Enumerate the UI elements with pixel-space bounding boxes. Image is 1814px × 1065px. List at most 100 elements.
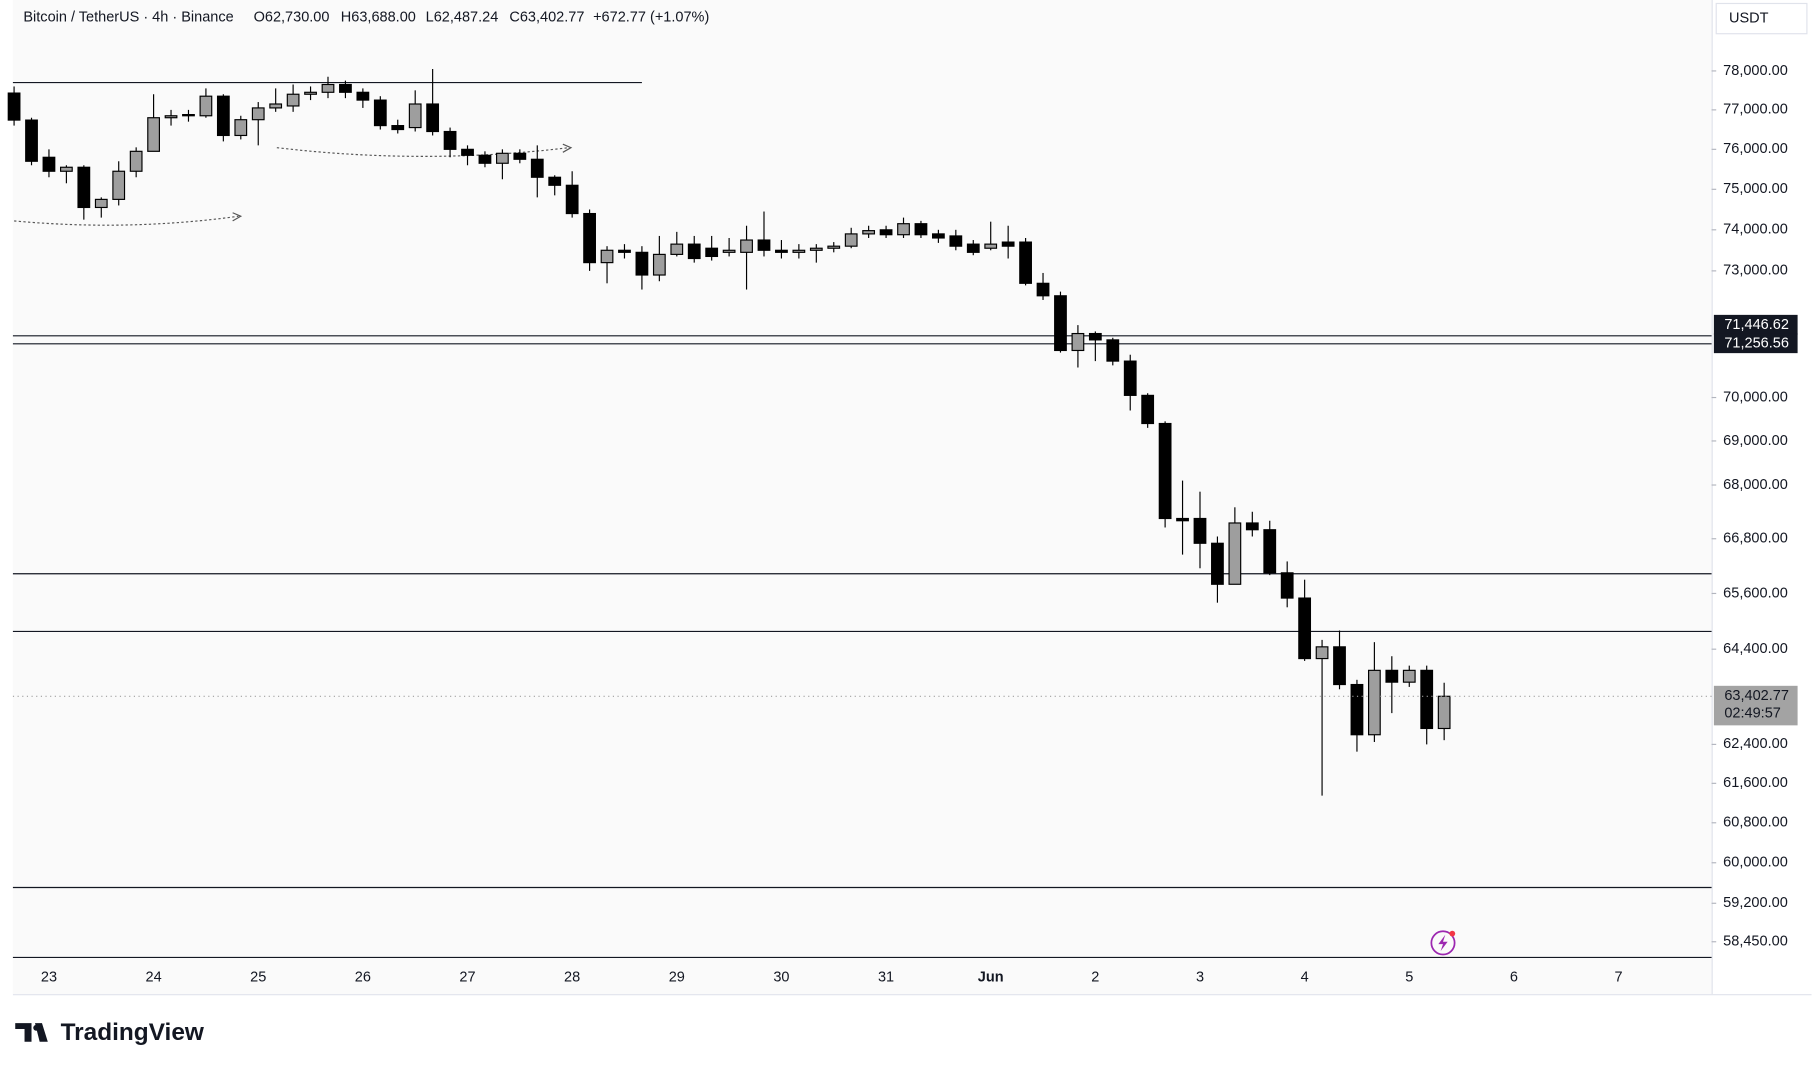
candle-body: [1193, 517, 1207, 544]
y-tick-label: 69,000.00: [1723, 433, 1788, 449]
x-tick-label: 2: [1091, 970, 1099, 986]
candle: [286, 84, 300, 112]
candle-body: [1263, 529, 1277, 574]
icon-bolt: [1438, 934, 1448, 952]
x-tick-label: 4: [1301, 970, 1309, 986]
candle-body: [1176, 517, 1189, 522]
currency-box[interactable]: [1715, 2, 1808, 35]
candle: [914, 220, 928, 238]
candle-body: [513, 152, 527, 160]
candle: [513, 149, 527, 164]
candle: [565, 171, 579, 218]
candle-body: [1420, 669, 1434, 730]
projection-arrow: [14, 215, 239, 226]
candle: [652, 235, 666, 282]
candle: [844, 227, 858, 249]
candle-body: [949, 235, 963, 247]
candle-body: [844, 233, 858, 247]
candle: [129, 147, 143, 178]
candle-body: [7, 92, 21, 121]
candle-body: [304, 91, 317, 95]
candle-body: [687, 243, 701, 260]
candle-body: [1385, 669, 1399, 683]
x-tick-label: 3: [1196, 970, 1204, 986]
icon-ring: [1430, 930, 1456, 956]
replay-icon[interactable]: [1430, 930, 1456, 956]
icon-dot: [1449, 930, 1456, 937]
logo: [15, 1023, 48, 1042]
candle-body: [1228, 522, 1242, 585]
candle-body: [182, 114, 195, 117]
candle: [827, 242, 841, 253]
candle: [356, 88, 370, 108]
candle-body: [443, 130, 457, 150]
candle-body: [269, 103, 283, 109]
candle: [147, 94, 160, 152]
candle: [687, 235, 701, 263]
candle: [548, 175, 562, 196]
candle: [339, 80, 352, 99]
x-tick-label: 28: [564, 970, 580, 986]
candle-body: [1001, 241, 1015, 247]
candle: [583, 209, 596, 271]
candle-body: [373, 99, 387, 127]
candle-body: [1088, 332, 1102, 341]
price-tag-label: 71,446.62: [1724, 317, 1789, 333]
candle-body: [478, 154, 492, 164]
header-item: C63,402.77: [509, 9, 584, 25]
y-tick-label: 73,000.00: [1723, 263, 1788, 279]
y-tick-label: 58,450.00: [1723, 934, 1788, 950]
candle-body: [775, 249, 788, 253]
candle-body: [548, 176, 562, 186]
candle: [1123, 354, 1137, 411]
candle-body: [1211, 542, 1224, 585]
candle: [112, 161, 126, 206]
candle-body: [809, 247, 823, 251]
candle: [461, 145, 474, 166]
logo-dot: [33, 1024, 40, 1031]
candle: [1158, 421, 1172, 528]
candle: [1245, 511, 1259, 537]
candle: [862, 225, 876, 238]
candle: [530, 145, 544, 198]
candle-body: [827, 245, 841, 249]
candle-body: [966, 243, 980, 253]
candle-body: [426, 103, 440, 133]
candle-body: [1280, 572, 1294, 599]
candle: [1280, 561, 1294, 608]
currency: USDT: [1729, 10, 1769, 26]
candle-body: [1019, 241, 1032, 284]
candle-body: [408, 103, 422, 129]
candle-body: [25, 119, 38, 162]
candle: [1001, 225, 1015, 259]
candle-body: [705, 247, 719, 258]
candle: [1402, 665, 1416, 687]
candle-body: [652, 253, 666, 276]
logo-text: TradingView: [61, 1019, 205, 1046]
candle: [618, 244, 631, 259]
candle-body: [1123, 360, 1137, 396]
x-tick-label: 7: [1615, 970, 1623, 986]
candle: [879, 225, 893, 238]
candle: [1228, 507, 1242, 585]
y-tick-label: 61,600.00: [1723, 775, 1788, 791]
candle-body: [757, 239, 771, 251]
price-tag-label: 71,256.56: [1724, 336, 1789, 352]
y-tick-label: 76,000.00: [1723, 141, 1788, 157]
candle-body: [565, 184, 579, 215]
candle-body: [339, 83, 352, 93]
candle: [757, 211, 771, 257]
candle: [25, 117, 38, 166]
arrow-head: [232, 212, 243, 222]
candle-body: [356, 91, 370, 101]
candle-body: [495, 152, 509, 164]
candle: [1071, 325, 1085, 368]
candle: [77, 165, 91, 220]
x-tick-label: 30: [773, 970, 789, 986]
candle: [1054, 291, 1067, 353]
candle-body: [94, 198, 108, 209]
candle-body: [1437, 695, 1451, 730]
candle-body: [1333, 646, 1346, 686]
